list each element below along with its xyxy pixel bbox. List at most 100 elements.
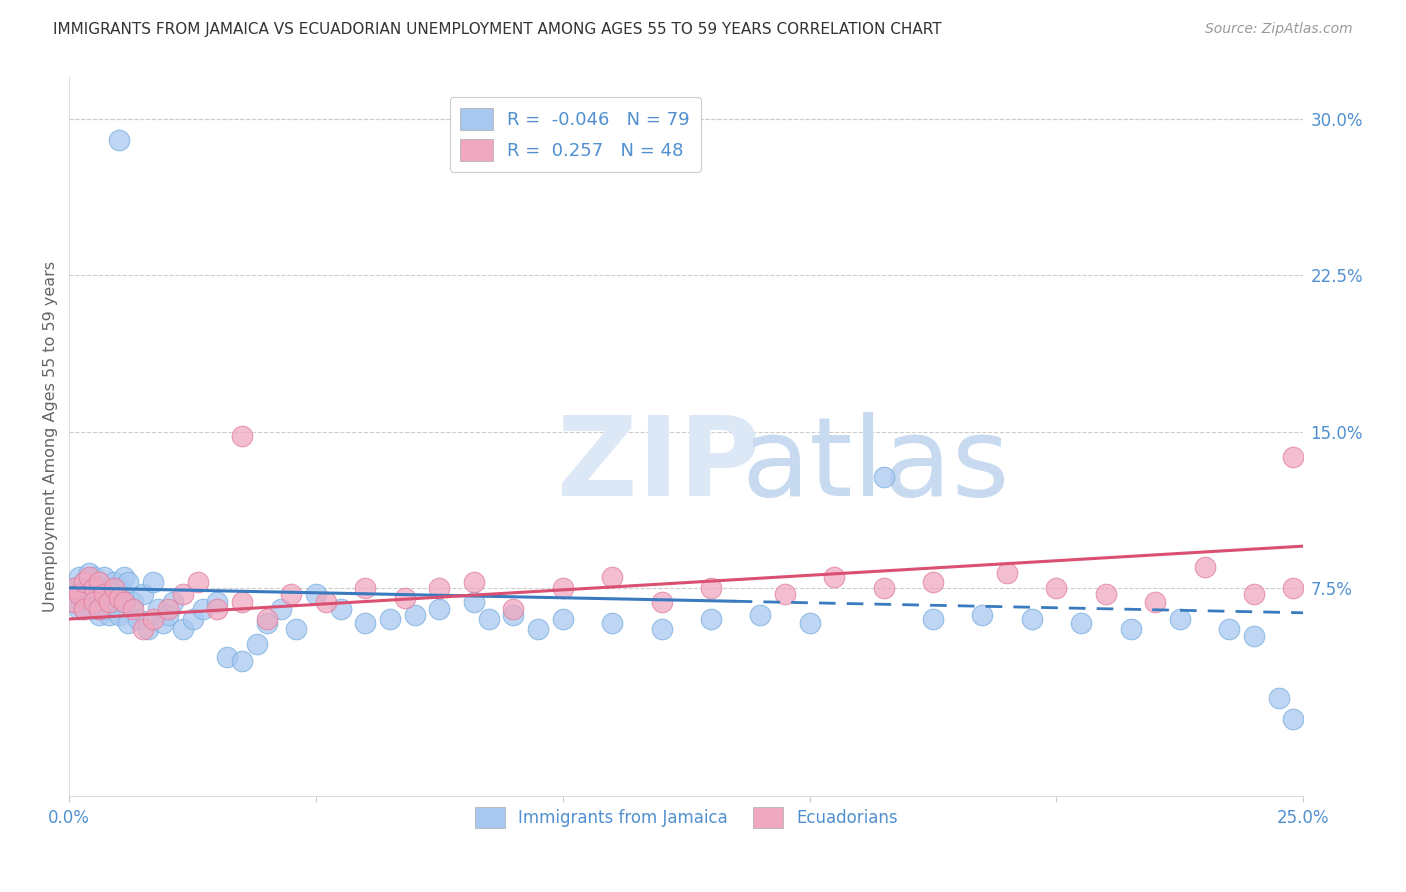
Point	[73, 574, 96, 589]
Point	[73, 591, 96, 606]
Point	[132, 623, 155, 637]
Point	[207, 595, 229, 609]
Point	[112, 595, 135, 609]
Point	[1095, 587, 1118, 601]
Point	[463, 595, 485, 609]
Point	[429, 581, 451, 595]
Point	[256, 616, 278, 631]
Point	[73, 601, 96, 615]
Point	[873, 581, 896, 595]
Point	[136, 623, 159, 637]
Point	[315, 595, 337, 609]
Point	[922, 612, 945, 626]
Point	[527, 623, 550, 637]
Text: Source: ZipAtlas.com: Source: ZipAtlas.com	[1205, 22, 1353, 37]
Point	[77, 595, 100, 609]
Point	[63, 595, 86, 609]
Point	[122, 601, 145, 615]
Point	[1045, 581, 1067, 595]
Y-axis label: Unemployment Among Ages 55 to 59 years: Unemployment Among Ages 55 to 59 years	[44, 261, 58, 612]
Point	[77, 570, 100, 584]
Point	[329, 601, 352, 615]
Point	[172, 623, 194, 637]
Point	[117, 574, 139, 589]
Point	[146, 601, 169, 615]
Point	[551, 612, 574, 626]
Point	[87, 574, 110, 589]
Point	[823, 570, 845, 584]
Point	[600, 570, 623, 584]
Point	[1168, 612, 1191, 626]
Text: ZIP: ZIP	[557, 412, 761, 519]
Point	[231, 654, 253, 668]
Point	[93, 595, 115, 609]
Point	[1070, 616, 1092, 631]
Point	[132, 587, 155, 601]
Point	[270, 601, 292, 615]
Point	[103, 595, 125, 609]
Point	[97, 581, 120, 595]
Point	[651, 623, 673, 637]
Point	[1021, 612, 1043, 626]
Point	[97, 595, 120, 609]
Point	[103, 574, 125, 589]
Point	[217, 649, 239, 664]
Legend: Immigrants from Jamaica, Ecuadorians: Immigrants from Jamaica, Ecuadorians	[468, 801, 904, 835]
Point	[922, 574, 945, 589]
Point	[162, 595, 184, 609]
Point	[117, 616, 139, 631]
Point	[478, 612, 501, 626]
Point	[354, 616, 377, 631]
Point	[67, 570, 90, 584]
Point	[404, 607, 426, 622]
Point	[873, 470, 896, 484]
Point	[83, 581, 105, 595]
Point	[463, 574, 485, 589]
Point	[1282, 581, 1305, 595]
Point	[191, 601, 214, 615]
Point	[1194, 560, 1216, 574]
Point	[378, 612, 401, 626]
Point	[152, 616, 174, 631]
Point	[972, 607, 994, 622]
Point	[1282, 712, 1305, 726]
Point	[394, 591, 416, 606]
Point	[749, 607, 772, 622]
Point	[156, 601, 179, 615]
Point	[67, 587, 90, 601]
Point	[112, 570, 135, 584]
Point	[122, 595, 145, 609]
Point	[1243, 587, 1265, 601]
Point	[142, 612, 165, 626]
Point	[73, 574, 96, 589]
Point	[67, 601, 90, 615]
Point	[87, 574, 110, 589]
Point	[107, 133, 129, 147]
Point	[103, 581, 125, 595]
Text: atlas: atlas	[742, 412, 1011, 519]
Point	[77, 566, 100, 581]
Point	[231, 428, 253, 442]
Point	[93, 587, 115, 601]
Point	[107, 591, 129, 606]
Point	[651, 595, 673, 609]
Point	[773, 587, 796, 601]
Point	[87, 601, 110, 615]
Point	[305, 587, 328, 601]
Point	[63, 595, 86, 609]
Point	[83, 595, 105, 609]
Point	[354, 581, 377, 595]
Point	[97, 591, 120, 606]
Point	[600, 616, 623, 631]
Point	[502, 601, 524, 615]
Point	[83, 581, 105, 595]
Point	[181, 612, 204, 626]
Point	[63, 581, 86, 595]
Point	[1267, 691, 1289, 706]
Point	[87, 595, 110, 609]
Point	[256, 612, 278, 626]
Point	[83, 570, 105, 584]
Point	[93, 570, 115, 584]
Text: IMMIGRANTS FROM JAMAICA VS ECUADORIAN UNEMPLOYMENT AMONG AGES 55 TO 59 YEARS COR: IMMIGRANTS FROM JAMAICA VS ECUADORIAN UN…	[53, 22, 942, 37]
Point	[93, 601, 115, 615]
